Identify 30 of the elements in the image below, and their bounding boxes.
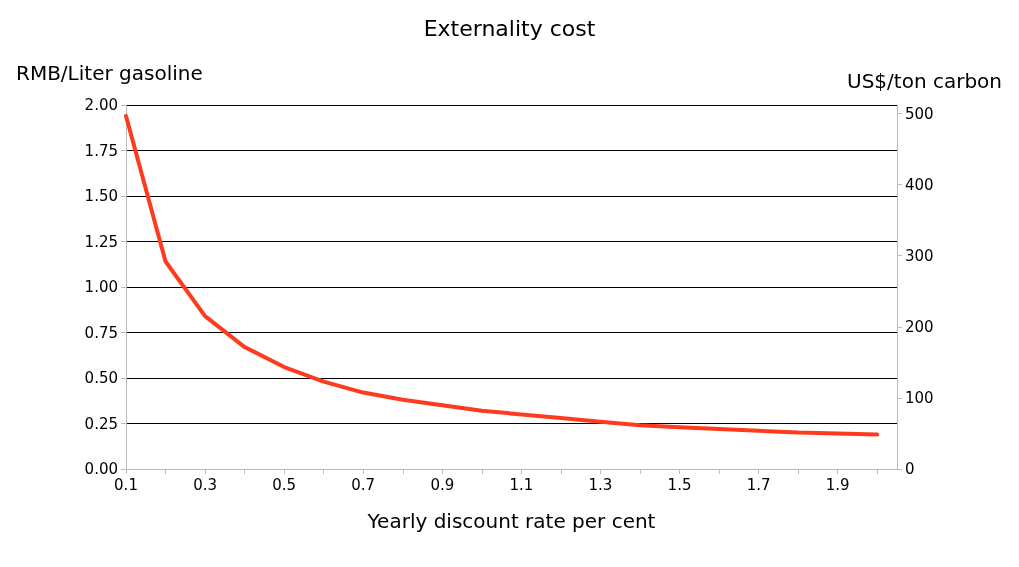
x-tick-label: 0.1	[114, 475, 138, 494]
y2-tick-label: 300	[905, 246, 934, 265]
y2-tick-label: 400	[905, 175, 934, 194]
y-tick-label: 1.50	[84, 187, 118, 205]
y-tick-label: 0.75	[84, 323, 118, 342]
x-tick-label: 0.3	[193, 475, 218, 494]
y2-axis-title: US$/ton carbon	[847, 69, 1002, 93]
y-tick-label: 1.75	[84, 141, 118, 160]
y-axis-title: RMB/Liter gasoline	[16, 61, 203, 85]
x-tick-label: 1.7	[746, 475, 771, 494]
line-series	[124, 113, 880, 437]
x-tick-label: 1.9	[825, 475, 850, 494]
y-tick-label: 2.00	[84, 96, 118, 114]
y-tick-label: 0.25	[84, 414, 118, 433]
chart-title: Externality cost	[423, 15, 596, 41]
y2-tick-label: 0	[905, 460, 915, 478]
x-tick-label: 0.7	[351, 475, 376, 494]
x-tick-label: 0.9	[430, 475, 455, 494]
y2-tick-label: 100	[905, 388, 934, 407]
y-tick-label: 1.00	[84, 278, 118, 296]
y-tick-label: 0.50	[84, 369, 118, 387]
y2-tick-label: 200	[905, 317, 934, 336]
y2-tick-label: 500	[905, 104, 934, 123]
y-tick-label: 1.25	[84, 232, 118, 251]
y-tick-label: 0.00	[84, 460, 118, 478]
x-axis-title: Yearly discount rate per cent	[366, 509, 656, 533]
x-tick-label: 1.5	[667, 475, 692, 494]
x-tick-label: 1.3	[588, 475, 613, 494]
x-tick-label: 1.1	[509, 475, 534, 494]
x-tick-label: 0.5	[272, 475, 297, 494]
